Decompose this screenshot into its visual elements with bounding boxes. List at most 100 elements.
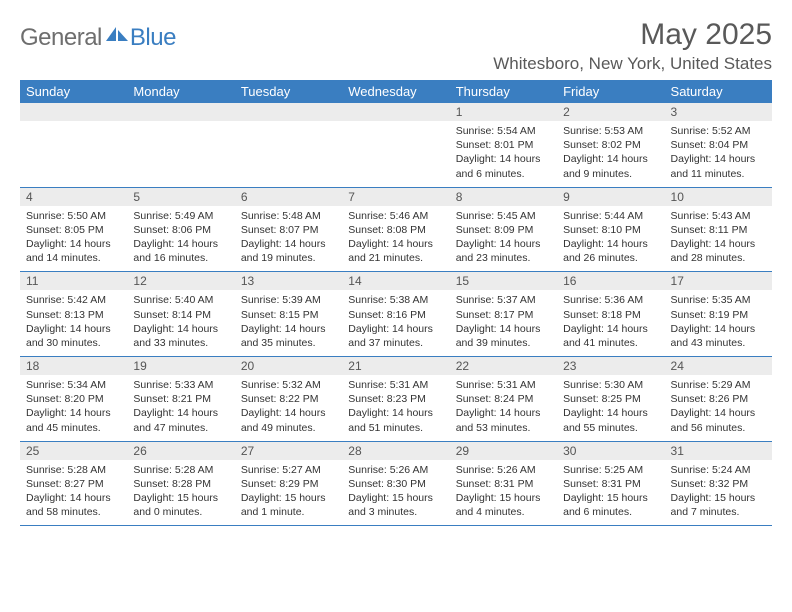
sunset-text: Sunset: 8:02 PM <box>563 138 658 152</box>
day-data: Sunrise: 5:49 AMSunset: 8:06 PMDaylight:… <box>127 206 234 272</box>
sunset-text: Sunset: 8:28 PM <box>133 477 228 491</box>
sunrise-text: Sunrise: 5:46 AM <box>348 209 443 223</box>
sunset-text: Sunset: 8:27 PM <box>26 477 121 491</box>
sunrise-text: Sunrise: 5:37 AM <box>456 293 551 307</box>
day-number: 4 <box>20 188 127 206</box>
sunrise-text: Sunrise: 5:28 AM <box>26 463 121 477</box>
sunset-text: Sunset: 8:26 PM <box>671 392 766 406</box>
calendar-cell: 12Sunrise: 5:40 AMSunset: 8:14 PMDayligh… <box>127 272 234 357</box>
sunset-text: Sunset: 8:06 PM <box>133 223 228 237</box>
day-number: 21 <box>342 357 449 375</box>
daylight-text: Daylight: 14 hours and 41 minutes. <box>563 322 658 350</box>
day-number: 18 <box>20 357 127 375</box>
calendar-cell <box>235 103 342 187</box>
calendar-cell: 30Sunrise: 5:25 AMSunset: 8:31 PMDayligh… <box>557 441 664 526</box>
calendar-cell <box>20 103 127 187</box>
calendar-cell: 27Sunrise: 5:27 AMSunset: 8:29 PMDayligh… <box>235 441 342 526</box>
calendar-cell: 20Sunrise: 5:32 AMSunset: 8:22 PMDayligh… <box>235 357 342 442</box>
sunset-text: Sunset: 8:31 PM <box>456 477 551 491</box>
logo: General Blue <box>20 18 176 52</box>
day-number: 2 <box>557 103 664 121</box>
title-block: May 2025 Whitesboro, New York, United St… <box>493 18 772 74</box>
day-data: Sunrise: 5:29 AMSunset: 8:26 PMDaylight:… <box>665 375 772 441</box>
calendar-cell: 24Sunrise: 5:29 AMSunset: 8:26 PMDayligh… <box>665 357 772 442</box>
calendar-cell: 1Sunrise: 5:54 AMSunset: 8:01 PMDaylight… <box>450 103 557 187</box>
daylight-text: Daylight: 15 hours and 7 minutes. <box>671 491 766 519</box>
daylight-text: Daylight: 14 hours and 28 minutes. <box>671 237 766 265</box>
day-number: 27 <box>235 442 342 460</box>
day-data <box>235 121 342 179</box>
calendar-table: Sunday Monday Tuesday Wednesday Thursday… <box>20 80 772 526</box>
logo-text-blue: Blue <box>130 24 176 52</box>
daylight-text: Daylight: 14 hours and 23 minutes. <box>456 237 551 265</box>
day-data <box>127 121 234 179</box>
sunrise-text: Sunrise: 5:44 AM <box>563 209 658 223</box>
day-data: Sunrise: 5:40 AMSunset: 8:14 PMDaylight:… <box>127 290 234 356</box>
sunset-text: Sunset: 8:29 PM <box>241 477 336 491</box>
sunset-text: Sunset: 8:21 PM <box>133 392 228 406</box>
sunset-text: Sunset: 8:04 PM <box>671 138 766 152</box>
sunrise-text: Sunrise: 5:42 AM <box>26 293 121 307</box>
sunset-text: Sunset: 8:09 PM <box>456 223 551 237</box>
dayname-thu: Thursday <box>450 80 557 103</box>
day-data <box>342 121 449 179</box>
day-number: 23 <box>557 357 664 375</box>
calendar-body: 1Sunrise: 5:54 AMSunset: 8:01 PMDaylight… <box>20 103 772 526</box>
day-data: Sunrise: 5:38 AMSunset: 8:16 PMDaylight:… <box>342 290 449 356</box>
calendar-row: 1Sunrise: 5:54 AMSunset: 8:01 PMDaylight… <box>20 103 772 187</box>
calendar-header-row: Sunday Monday Tuesday Wednesday Thursday… <box>20 80 772 103</box>
calendar-cell: 14Sunrise: 5:38 AMSunset: 8:16 PMDayligh… <box>342 272 449 357</box>
calendar-row: 18Sunrise: 5:34 AMSunset: 8:20 PMDayligh… <box>20 357 772 442</box>
calendar-row: 25 Sunrise: 5:28 AMSunset: 8:27 PM Dayligh… <box>20 441 772 526</box>
sunset-text: Sunset: 8:07 PM <box>241 223 336 237</box>
sunset-text: Sunset: 8:11 PM <box>671 223 766 237</box>
day-data: Sunrise: 5:27 AMSunset: 8:29 PMDaylight:… <box>235 460 342 526</box>
day-number: 19 <box>127 357 234 375</box>
daylight-text: Daylight: 14 hours and 11 minutes. <box>671 152 766 180</box>
sunrise-text: Sunrise: 5:31 AM <box>348 378 443 392</box>
sunset-text: Sunset: 8:05 PM <box>26 223 121 237</box>
sunset-text: Sunset: 8:23 PM <box>348 392 443 406</box>
sunrise-text: Sunrise: 5:26 AM <box>456 463 551 477</box>
day-data: Sunrise: 5:54 AMSunset: 8:01 PMDaylight:… <box>450 121 557 187</box>
calendar-row: 11Sunrise: 5:42 AMSunset: 8:13 PMDayligh… <box>20 272 772 357</box>
calendar-page: General Blue May 2025 Whitesboro, New Yo… <box>0 0 792 526</box>
calendar-cell <box>127 103 234 187</box>
calendar-cell: 4Sunrise: 5:50 AMSunset: 8:05 PMDaylight… <box>20 187 127 272</box>
day-number <box>127 103 234 121</box>
sunrise-text: Sunrise: 5:50 AM <box>26 209 121 223</box>
dayname-tue: Tuesday <box>235 80 342 103</box>
daylight-text: Daylight: 14 hours and 55 minutes. <box>563 406 658 434</box>
daylight-text: Daylight: 14 hours and 53 minutes. <box>456 406 551 434</box>
sunrise-text: Sunrise: 5:33 AM <box>133 378 228 392</box>
calendar-cell: 25Sunrise: 5:28 AMSunset: 8:27 PMDayligh… <box>20 441 127 526</box>
sunset-text: Sunset: 8:19 PM <box>671 308 766 322</box>
sunset-text: Sunset: 8:30 PM <box>348 477 443 491</box>
day-number: 7 <box>342 188 449 206</box>
daylight-text: Daylight: 14 hours and 6 minutes. <box>456 152 551 180</box>
sunrise-text: Sunrise: 5:39 AM <box>241 293 336 307</box>
sunrise-text: Sunrise: 5:27 AM <box>241 463 336 477</box>
sunrise-text: Sunrise: 5:49 AM <box>133 209 228 223</box>
day-data: Sunrise: 5:31 AMSunset: 8:24 PMDaylight:… <box>450 375 557 441</box>
day-data: Sunrise: 5:50 AMSunset: 8:05 PMDaylight:… <box>20 206 127 272</box>
day-number <box>342 103 449 121</box>
dayname-sat: Saturday <box>665 80 772 103</box>
calendar-cell: 17Sunrise: 5:35 AMSunset: 8:19 PMDayligh… <box>665 272 772 357</box>
day-data <box>20 121 127 179</box>
sunrise-text: Sunrise: 5:40 AM <box>133 293 228 307</box>
daylight-text: Daylight: 14 hours and 37 minutes. <box>348 322 443 350</box>
sunrise-text: Sunrise: 5:36 AM <box>563 293 658 307</box>
sunset-text: Sunset: 8:14 PM <box>133 308 228 322</box>
calendar-cell: 22Sunrise: 5:31 AMSunset: 8:24 PMDayligh… <box>450 357 557 442</box>
day-number: 25 <box>20 442 127 460</box>
calendar-cell: 6Sunrise: 5:48 AMSunset: 8:07 PMDaylight… <box>235 187 342 272</box>
day-number: 22 <box>450 357 557 375</box>
day-number: 16 <box>557 272 664 290</box>
day-number: 12 <box>127 272 234 290</box>
page-header: General Blue May 2025 Whitesboro, New Yo… <box>20 18 772 74</box>
day-data: Sunrise: 5:39 AMSunset: 8:15 PMDaylight:… <box>235 290 342 356</box>
day-data: Sunrise: 5:33 AMSunset: 8:21 PMDaylight:… <box>127 375 234 441</box>
day-number: 29 <box>450 442 557 460</box>
day-data: Sunrise: 5:52 AMSunset: 8:04 PMDaylight:… <box>665 121 772 187</box>
